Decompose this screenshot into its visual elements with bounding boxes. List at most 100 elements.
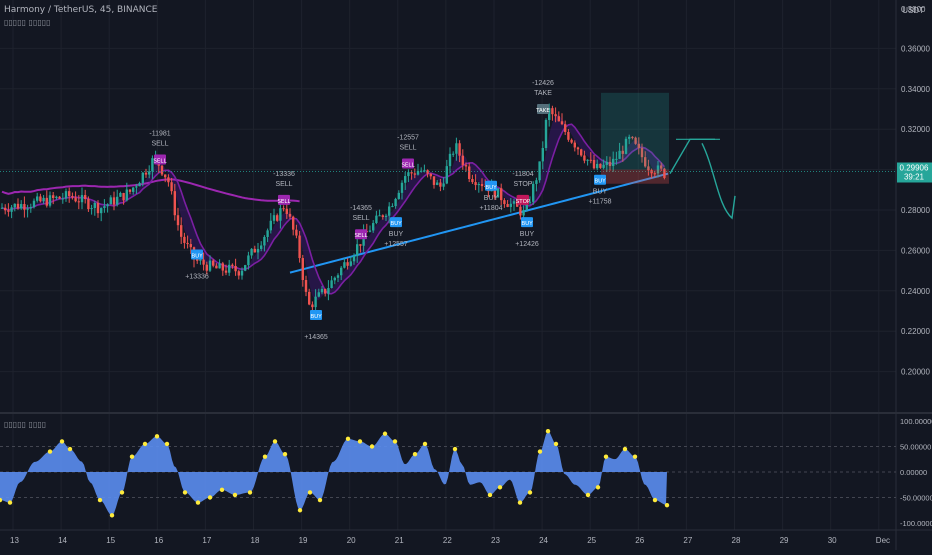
signal-label-bottom: +12426	[515, 241, 539, 248]
time-tick-label: 24	[539, 536, 548, 545]
candle-body	[336, 275, 340, 278]
candle-body	[196, 259, 199, 261]
signal-tag	[517, 194, 529, 205]
candle-body	[301, 258, 304, 281]
candle-body	[509, 203, 512, 207]
candle-body	[16, 203, 20, 209]
signal-tag-text: BUY	[390, 221, 402, 227]
candle-body	[413, 173, 416, 175]
candle-body	[589, 159, 592, 161]
candle-body	[135, 186, 138, 188]
time-tick-label: 22	[443, 536, 452, 545]
time-tick-label: 17	[202, 536, 211, 545]
grid-lines	[0, 0, 896, 530]
osc-dot	[652, 497, 658, 503]
candle-body	[295, 229, 298, 236]
candle-body	[621, 150, 624, 154]
candle-body	[372, 223, 375, 231]
signal-tag-text: SELL	[401, 163, 415, 169]
osc-dot	[47, 449, 53, 454]
candle-body	[180, 225, 183, 237]
candle-body	[298, 235, 301, 259]
candle-body	[602, 164, 605, 168]
osc-tick-label: -100.00000	[900, 519, 932, 528]
candle-body	[349, 261, 352, 266]
signal-label-bottom: SELL	[151, 141, 168, 148]
candle-body	[228, 264, 231, 273]
candle-body	[471, 178, 474, 183]
osc-dot	[369, 444, 375, 449]
candle-body	[279, 208, 282, 221]
signal-markers: SELL -11981 SELL BUY +13336 SELL -13336 SELL BUY…	[149, 80, 611, 341]
candle-body	[103, 206, 106, 209]
time-tick-label: 13	[10, 536, 19, 545]
signal-tag	[390, 217, 402, 228]
time-tick-label: Dec	[876, 536, 890, 545]
signal-tag-text: SELL	[354, 233, 368, 239]
candle-body	[644, 157, 647, 167]
signal-label-bottom: +11758	[588, 199, 611, 206]
candle-body	[519, 206, 522, 216]
signal-tag	[521, 217, 533, 228]
candle-body	[100, 208, 103, 214]
candle-body	[164, 174, 167, 178]
candle-body	[327, 287, 330, 294]
candle-body	[224, 270, 228, 273]
signal-label-top: BUY	[484, 195, 499, 202]
candle-body	[576, 147, 580, 150]
time-tick-label: 15	[106, 536, 115, 545]
candle-body	[464, 165, 468, 167]
osc-dot	[97, 497, 103, 503]
candle-body	[436, 182, 439, 185]
candle-body	[237, 271, 240, 276]
candle-body	[52, 195, 55, 199]
candle-body	[122, 192, 125, 201]
candle-body	[384, 215, 388, 218]
osc-dot	[345, 436, 351, 442]
signal-label-bottom: +12557	[384, 241, 408, 248]
current-price-box	[897, 162, 932, 183]
oscillator-title: ▯▯▯▯▯ ▯▯▯▯	[4, 420, 47, 429]
osc-dot	[487, 492, 493, 498]
candle-body	[612, 158, 615, 167]
osc-dot	[247, 490, 253, 495]
candle-body	[564, 124, 567, 132]
candle-body	[333, 277, 336, 281]
signal-label-bottom: +11804	[479, 205, 502, 212]
candle-body	[247, 255, 250, 266]
candle-body	[394, 198, 397, 207]
candle-body	[272, 215, 276, 221]
osc-dot	[0, 497, 3, 503]
candle-body	[439, 182, 442, 187]
candle-body	[496, 188, 500, 198]
candle-body	[548, 108, 551, 120]
signal-label-top: -13336	[273, 171, 295, 178]
price-tick-label: 0.28000	[901, 206, 930, 215]
candle-body	[420, 170, 423, 172]
candles	[0, 103, 666, 315]
osc-dots	[0, 429, 670, 518]
candle-body	[410, 172, 413, 174]
candle-body	[128, 189, 132, 192]
candle-body	[10, 207, 13, 212]
candle-body	[116, 196, 119, 205]
candle-body	[429, 173, 432, 177]
candle-body	[368, 230, 372, 232]
signal-tag	[310, 310, 322, 321]
signal-label-top: -11804	[512, 171, 533, 178]
time-tick-label: 30	[828, 536, 837, 545]
candle-body	[48, 195, 52, 206]
candle-body	[20, 204, 23, 209]
signal-label-top: BUY	[389, 231, 404, 238]
candle-body	[186, 242, 189, 245]
candle-body	[477, 184, 480, 186]
candle-body	[378, 215, 381, 217]
candle-body	[570, 139, 573, 143]
signal-label-bottom: +14365	[304, 334, 328, 341]
candle-body	[320, 288, 324, 293]
price-axis: 0.360000.340000.320000.300000.280000.260…	[901, 5, 930, 377]
candle-body	[647, 166, 650, 171]
candle-body	[71, 196, 74, 198]
